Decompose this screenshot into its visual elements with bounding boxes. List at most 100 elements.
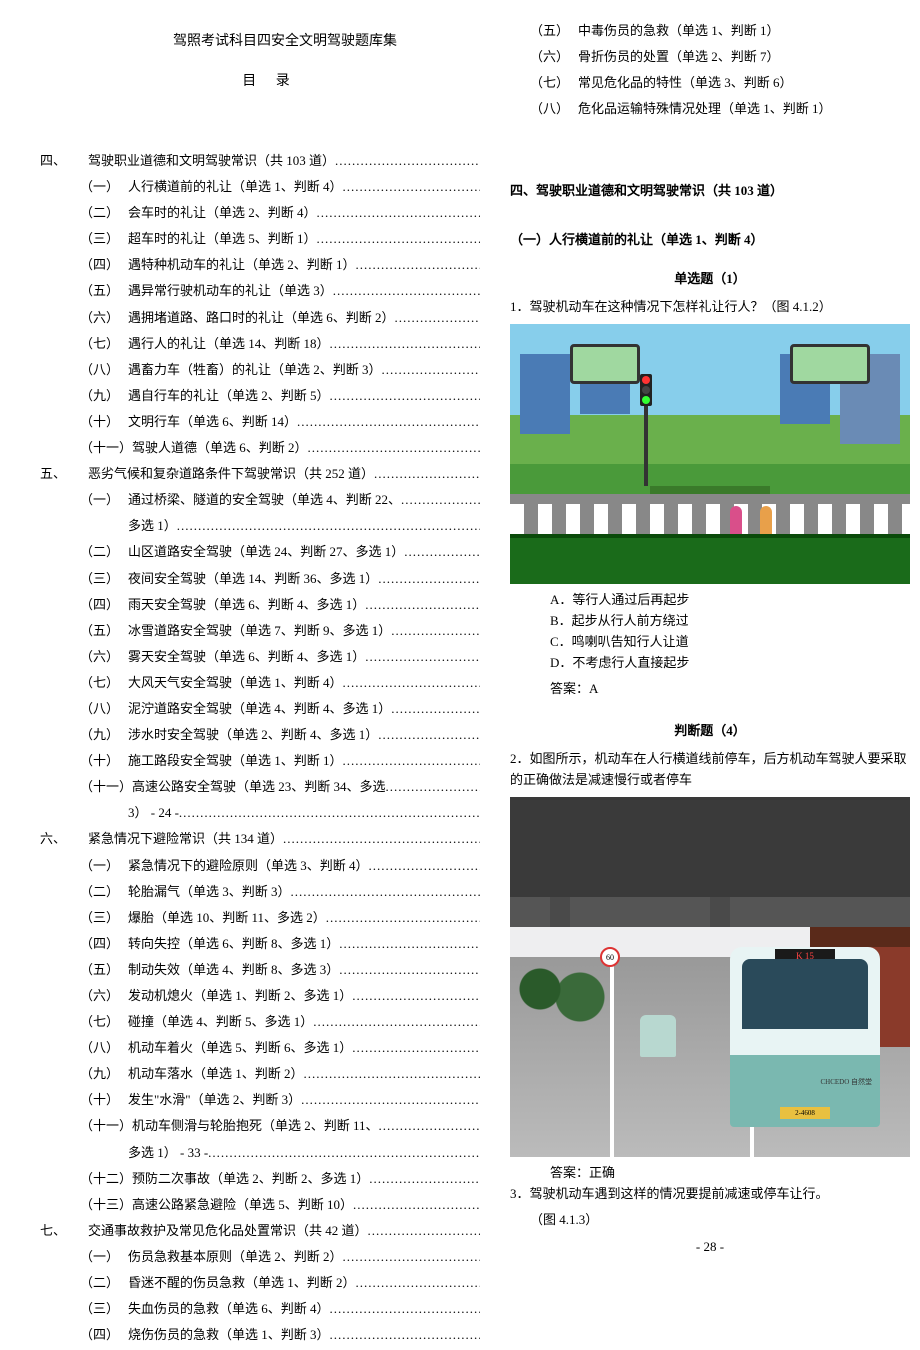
answer-value: A [589,681,598,696]
minibus-icon [640,1015,676,1057]
bus-plate-icon: 2-4608 [780,1107,830,1119]
q1-num: 1． [510,299,530,314]
toc-item: （十一）机动车侧滑与轮胎抱死（单选 2、判断 11、 [80,1115,480,1137]
toc-item: （六）雾天安全驾驶（单选 6、判断 4、多选 1）- 22 - [80,646,480,668]
toc-item-text: 遇异常行驶机动车的礼让（单选 3） [128,283,333,298]
toc-item-text: 遇特种机动车的礼让（单选 2、判断 1） [128,257,356,272]
toc-item-num: 六、 [40,828,88,850]
toc-container: 四、驾驶职业道德和文明驾驶常识（共 103 道）（一）人行横道前的礼让（单选 1… [60,150,480,1346]
dashboard-icon [510,534,910,584]
toc-item: （十一）驾驶人道德（单选 6、判断 2） [80,437,480,459]
bus-brand-text: CHCEDO 自然堂 [820,1077,872,1087]
toc-item-num: （二） [80,881,128,903]
dots-icon [378,727,480,742]
toc-item: 多选 1） - 33 - [80,1142,480,1164]
toc-item-num: （九） [80,1063,128,1085]
toc-item: 3） - 24 - [80,802,480,824]
toc-item-text: 紧急情况下的避险原则（单选 3、判断 4） [128,858,369,873]
toc-item: （八）泥泞道路安全驾驶（单选 4、判断 4、多选 1）- 23 - [80,698,480,720]
toc-item-text: 骨折伤员的处置（单选 2、判断 7） [578,49,780,64]
toc-item-num: （一） [80,855,128,877]
dots-icon [356,257,480,272]
dots-icon [330,336,480,351]
toc-item-text: 危化品运输特殊情况处理（单选 1、判断 1） [578,101,832,116]
dots-icon [391,623,480,638]
dots-icon [353,1197,480,1212]
toc-item-num: （三） [80,907,128,929]
bus-icon: K 15 CHCEDO 自然堂 2-4608 [730,947,880,1127]
dots-icon [297,414,480,429]
answer-label: 答案： [550,1165,589,1180]
right-column: （五）中毒伤员的急救（单选 1、判断 1） （六）骨折伤员的处置（单选 2、判断… [510,20,910,1264]
q2-num: 2． [510,751,530,766]
toc-item-num: （九） [80,724,128,746]
dots-icon [317,231,480,246]
lane-marking-icon [610,957,614,1157]
toc-item: 多选 1） [80,515,480,537]
red-light-icon [642,376,650,384]
dots-icon [330,388,480,403]
toc-item-num: （九） [80,385,128,407]
toc-item-num: （三） [80,568,128,590]
building-icon [520,354,570,434]
toc-item: （五）中毒伤员的急救（单选 1、判断 1） [530,20,910,42]
left-column: 驾照考试科目四安全文明驾驶题库集 目 录 四、驾驶职业道德和文明驾驶常识（共 1… [60,30,480,1350]
q1-answer: 答案：A [550,679,910,700]
q1-option-c: C．鸣喇叭告知行人让道 [550,632,910,653]
dots-icon [401,492,480,507]
toc-item-num: （五） [80,959,128,981]
toc-item-num: （六） [80,307,128,329]
toc-item: （三）夜间安全驾驶（单选 14、判断 36、多选 1） [80,568,480,590]
dots-icon [369,1171,480,1186]
subsection-heading: （一）人行横道前的礼让（单选 1、判断 4） [510,229,910,248]
dots-icon [326,910,480,925]
toc-item-text: 失血伤员的急救（单选 6、判断 4） [128,1301,330,1316]
toc-item: （四）遇特种机动车的礼让（单选 2、判断 1）- 3 - [80,254,480,276]
q2-body: 如图所示，机动车在人行横道线前停车，后方机动车驾驶人要采取的正确做法是减速慢行或… [510,751,907,787]
question-type-judge: 判断题（4） [510,720,910,739]
toc-item-num: （二） [80,541,128,563]
toc-item: （三）失血伤员的急救（单选 6、判断 4）- 35 - [80,1298,480,1320]
dots-icon [382,362,480,377]
toc-item: （十三）高速公路紧急避险（单选 5、判断 10） [80,1194,480,1216]
toc-item-num: （三） [80,1298,128,1320]
dots-icon [283,831,480,846]
toc-item-text: 驾驶人道德（单选 6、判断 2） [132,440,308,455]
dots-icon [291,884,480,899]
dots-icon [365,649,480,664]
toc-item-text: 多选 1） - 33 - [128,1145,208,1160]
toc-item-num: （七） [80,333,128,355]
toc-item-text: 涉水时安全驾驶（单选 2、判断 4、多选 1） [128,727,378,742]
toc-item: （四）转向失控（单选 6、判断 8、多选 1） [80,933,480,955]
dots-icon [335,153,480,168]
dots-icon [339,962,480,977]
dots-icon [368,1223,480,1238]
dots-icon [343,675,480,690]
toc-item-text: 伤员急救基本原则（单选 2、判断 2） [128,1249,343,1264]
q3-text2: （图 4.1.3） [530,1210,910,1231]
toc-item: （七）碰撞（单选 4、判断 5、多选 1） [80,1011,480,1033]
dots-icon [317,205,480,220]
q3-page: - 28 - [510,1237,910,1258]
toc-item: （十一）高速公路安全驾驶（单选 23、判断 34、多选 [80,776,480,798]
toc-item-text: 遇自行车的礼让（单选 2、判断 5） [128,388,330,403]
toc-item-num: （三） [80,228,128,250]
toc-item: （五）遇异常行驶机动车的礼让（单选 3）- 4 - [80,280,480,302]
mirror-icon [790,344,870,384]
toc-item-num: （四） [80,933,128,955]
toc-item: （七）常见危化品的特性（单选 3、判断 6） [530,72,910,94]
q3-text: 3．驾驶机动车遇到这样的情况要提前减速或停车让行。 [510,1184,910,1205]
mirror-icon [570,344,640,384]
q1-option-a: A．等行人通过后再起步 [550,590,910,611]
toc-item-num: （十一） [80,1115,132,1137]
toc-item: （六）发动机熄火（单选 1、判断 2、多选 1） [80,985,480,1007]
toc-item-num: 四、 [40,150,88,172]
toc-item: （七）遇行人的礼让（单选 14、判断 18） [80,333,480,355]
toc-item: （五）冰雪道路安全驾驶（单选 7、判断 9、多选 1）- 21 - [80,620,480,642]
dots-icon [404,544,480,559]
trees-icon [510,957,610,1037]
toc-item-num: （七） [80,1011,128,1033]
traffic-light-icon [640,374,652,406]
dots-icon [352,988,480,1003]
toc-item-text: 预防二次事故（单选 2、判断 2、多选 1） [132,1171,369,1186]
